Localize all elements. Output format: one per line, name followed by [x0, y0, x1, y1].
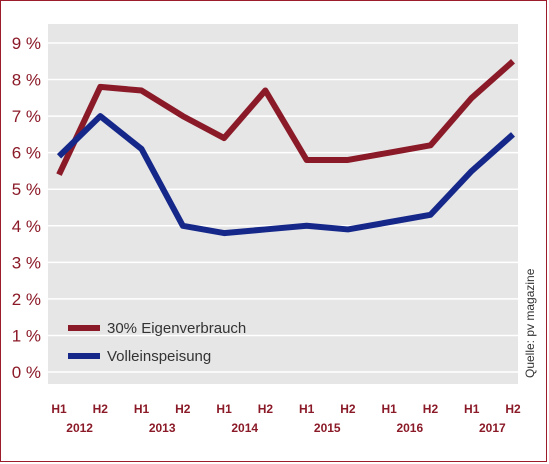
series-line-2	[56, 113, 515, 237]
year-label: 2013	[149, 421, 176, 435]
legend-label: Volleinspeisung	[107, 348, 211, 365]
year-label: 2014	[231, 421, 258, 435]
x-tick-label: H1	[134, 402, 150, 416]
year-label: 2012	[66, 421, 93, 435]
y-tick-label: 5 %	[12, 180, 41, 199]
y-tick-label: 4 %	[12, 217, 41, 236]
x-tick-label: H2	[93, 402, 109, 416]
y-tick-label: 9 %	[12, 34, 41, 53]
x-tick-label: H2	[175, 402, 191, 416]
x-tick-label: H1	[299, 402, 315, 416]
year-label: 2015	[314, 421, 341, 435]
year-label: 2017	[479, 421, 506, 435]
x-tick-label: H1	[216, 402, 232, 416]
series-line-1	[56, 59, 515, 176]
x-tick-label: H1	[382, 402, 398, 416]
y-tick-label: 1 %	[12, 326, 41, 345]
legend-label: 30% Eigenverbrauch	[107, 320, 246, 337]
y-tick-label: 6 %	[12, 144, 41, 163]
x-tick-label: H2	[505, 402, 521, 416]
x-tick-label: H2	[340, 402, 356, 416]
y-tick-label: 7 %	[12, 107, 41, 126]
x-tick-label: H1	[51, 402, 67, 416]
y-tick-label: 3 %	[12, 253, 41, 272]
x-tick-label: H1	[464, 402, 480, 416]
x-tick-label: H2	[258, 402, 274, 416]
y-tick-label: 0 %	[12, 363, 41, 382]
y-tick-label: 8 %	[12, 71, 41, 90]
y-tick-label: 2 %	[12, 290, 41, 309]
year-label: 2016	[396, 421, 423, 435]
x-tick-label: H2	[423, 402, 439, 416]
source-note: Quelle: pv magazine	[523, 268, 537, 378]
